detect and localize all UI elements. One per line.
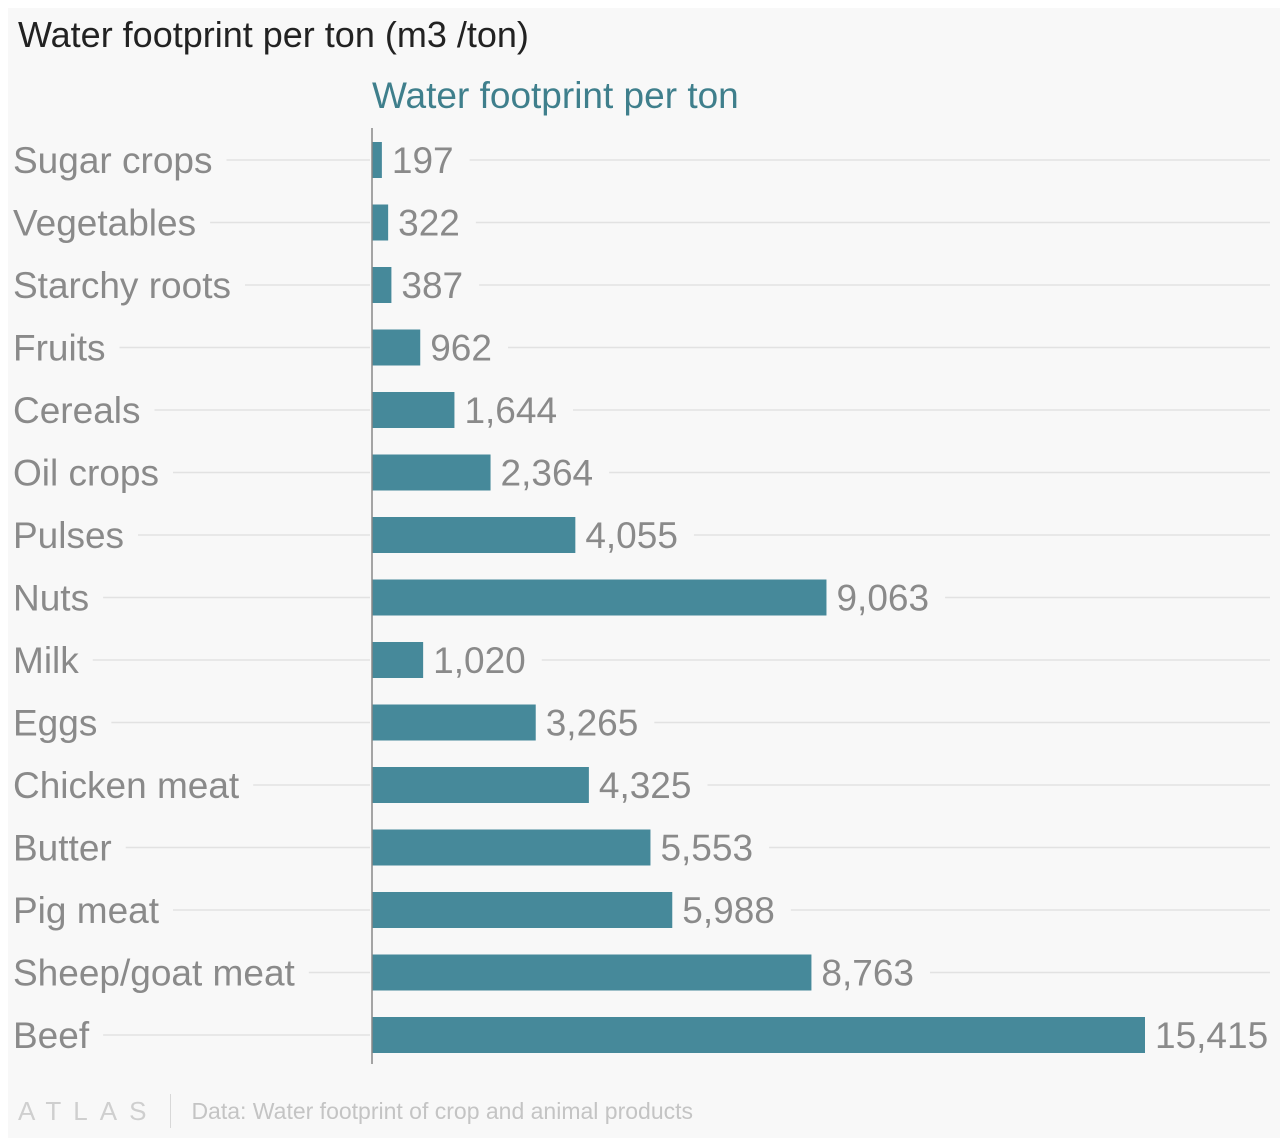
- category-label-nuts: Nuts: [13, 578, 89, 619]
- value-label-nuts: 9,063: [836, 578, 929, 619]
- chart-card: [8, 8, 1280, 1138]
- bar-eggs: [372, 704, 536, 741]
- category-label-pig-meat: Pig meat: [13, 890, 160, 931]
- value-label-beef: 15,415: [1155, 1015, 1268, 1056]
- category-label-starchy-roots: Starchy roots: [13, 265, 231, 306]
- series-title: Water footprint per ton: [372, 75, 739, 116]
- labels: Sugar crops 197 Vegetables 322 Starchy roots…: [13, 140, 1268, 1056]
- bar-butter: [372, 829, 651, 866]
- footer: ATLAS Data: Water footprint of crop and …: [18, 1094, 693, 1128]
- value-label-chicken-meat: 4,325: [599, 765, 692, 806]
- value-label-oil-crops: 2,364: [501, 453, 594, 494]
- category-label-oil-crops: Oil crops: [13, 453, 159, 494]
- source-note: Data: Water footprint of crop and animal…: [191, 1097, 694, 1124]
- bar-cereals: [372, 392, 455, 428]
- category-label-milk: Milk: [13, 640, 79, 681]
- value-label-cereals: 1,644: [464, 390, 557, 431]
- category-label-beef: Beef: [13, 1015, 90, 1056]
- value-label-milk: 1,020: [433, 640, 526, 681]
- value-label-starchy-roots: 387: [401, 265, 463, 306]
- value-label-sheep-goat-meat: 8,763: [821, 953, 914, 994]
- category-label-fruits: Fruits: [13, 328, 106, 369]
- category-label-vegetables: Vegetables: [13, 203, 196, 244]
- value-label-pig-meat: 5,988: [682, 890, 775, 931]
- gridlines: [92, 159, 1270, 1036]
- value-label-pulses: 4,055: [585, 515, 678, 556]
- bar-chicken-meat: [372, 767, 589, 803]
- category-label-sugar-crops: Sugar crops: [13, 140, 213, 181]
- bar-pulses: [372, 517, 576, 553]
- bar-nuts: [372, 579, 827, 616]
- category-label-sheep-goat-meat: Sheep/goat meat: [13, 953, 296, 994]
- footer-separator: [170, 1094, 172, 1128]
- value-label-sugar-crops: 197: [392, 140, 454, 181]
- bar-beef: [372, 1017, 1145, 1053]
- value-label-eggs: 3,265: [546, 703, 639, 744]
- bar-fruits: [372, 329, 421, 366]
- category-label-pulses: Pulses: [13, 515, 124, 556]
- bar-sugar-crops: [372, 142, 382, 178]
- bar-oil-crops: [372, 454, 491, 491]
- bar-vegetables: [372, 204, 389, 241]
- value-label-butter: 5,553: [660, 828, 753, 869]
- value-label-fruits: 962: [430, 328, 492, 369]
- category-label-eggs: Eggs: [13, 703, 97, 744]
- category-label-cereals: Cereals: [13, 390, 141, 431]
- category-label-chicken-meat: Chicken meat: [13, 765, 240, 806]
- bar-pig-meat: [372, 892, 673, 928]
- bar-sheep-goat-meat: [372, 954, 812, 991]
- bar-milk: [372, 642, 424, 678]
- bar-starchy-roots: [372, 267, 392, 303]
- category-label-butter: Butter: [13, 828, 112, 869]
- bars: [372, 142, 1145, 1053]
- atlas-logo: ATLAS: [18, 1095, 159, 1126]
- value-label-vegetables: 322: [398, 203, 460, 244]
- chart-title: Water footprint per ton (m3 /ton): [18, 14, 529, 55]
